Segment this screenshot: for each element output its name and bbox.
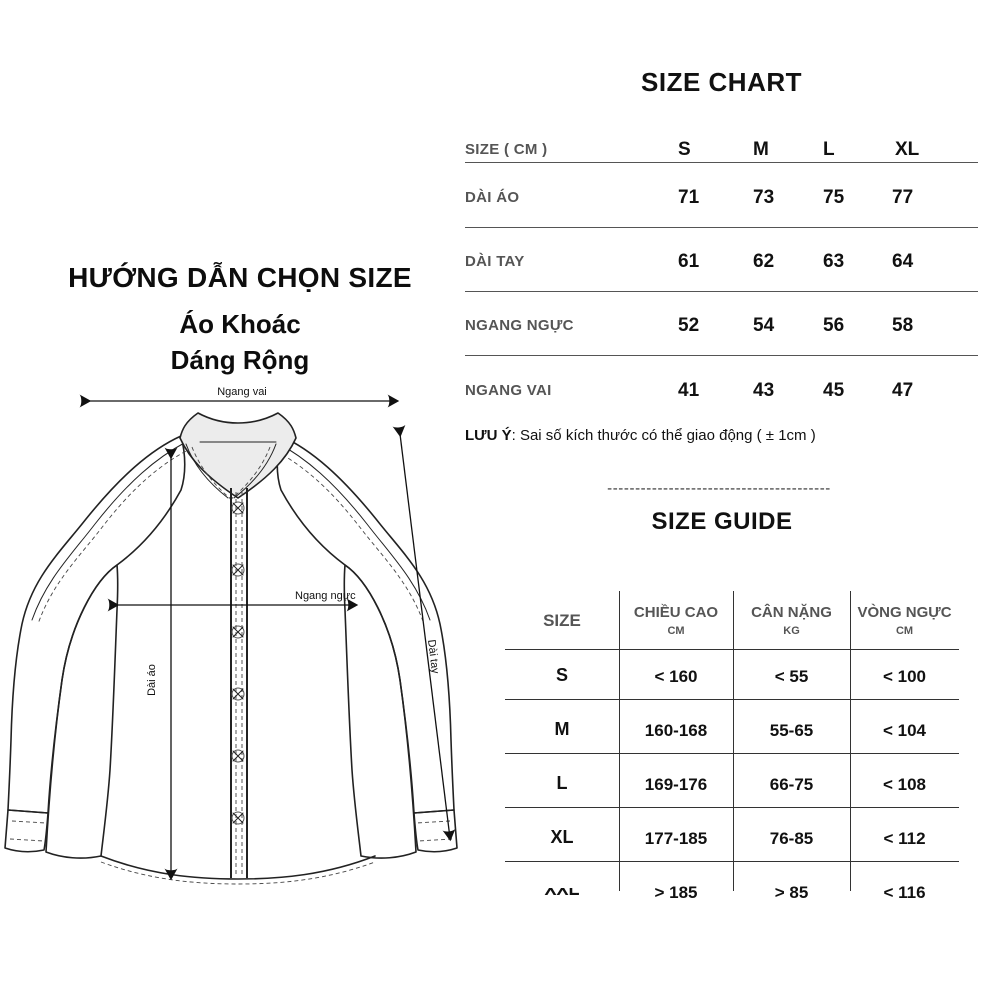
svg-text:Dài tay: Dài tay: [425, 639, 441, 675]
svg-text:Ngang vai: Ngang vai: [217, 386, 267, 398]
svg-text:Dài áo: Dài áo: [146, 664, 158, 696]
svg-text:Ngang ngực: Ngang ngực: [295, 590, 356, 602]
